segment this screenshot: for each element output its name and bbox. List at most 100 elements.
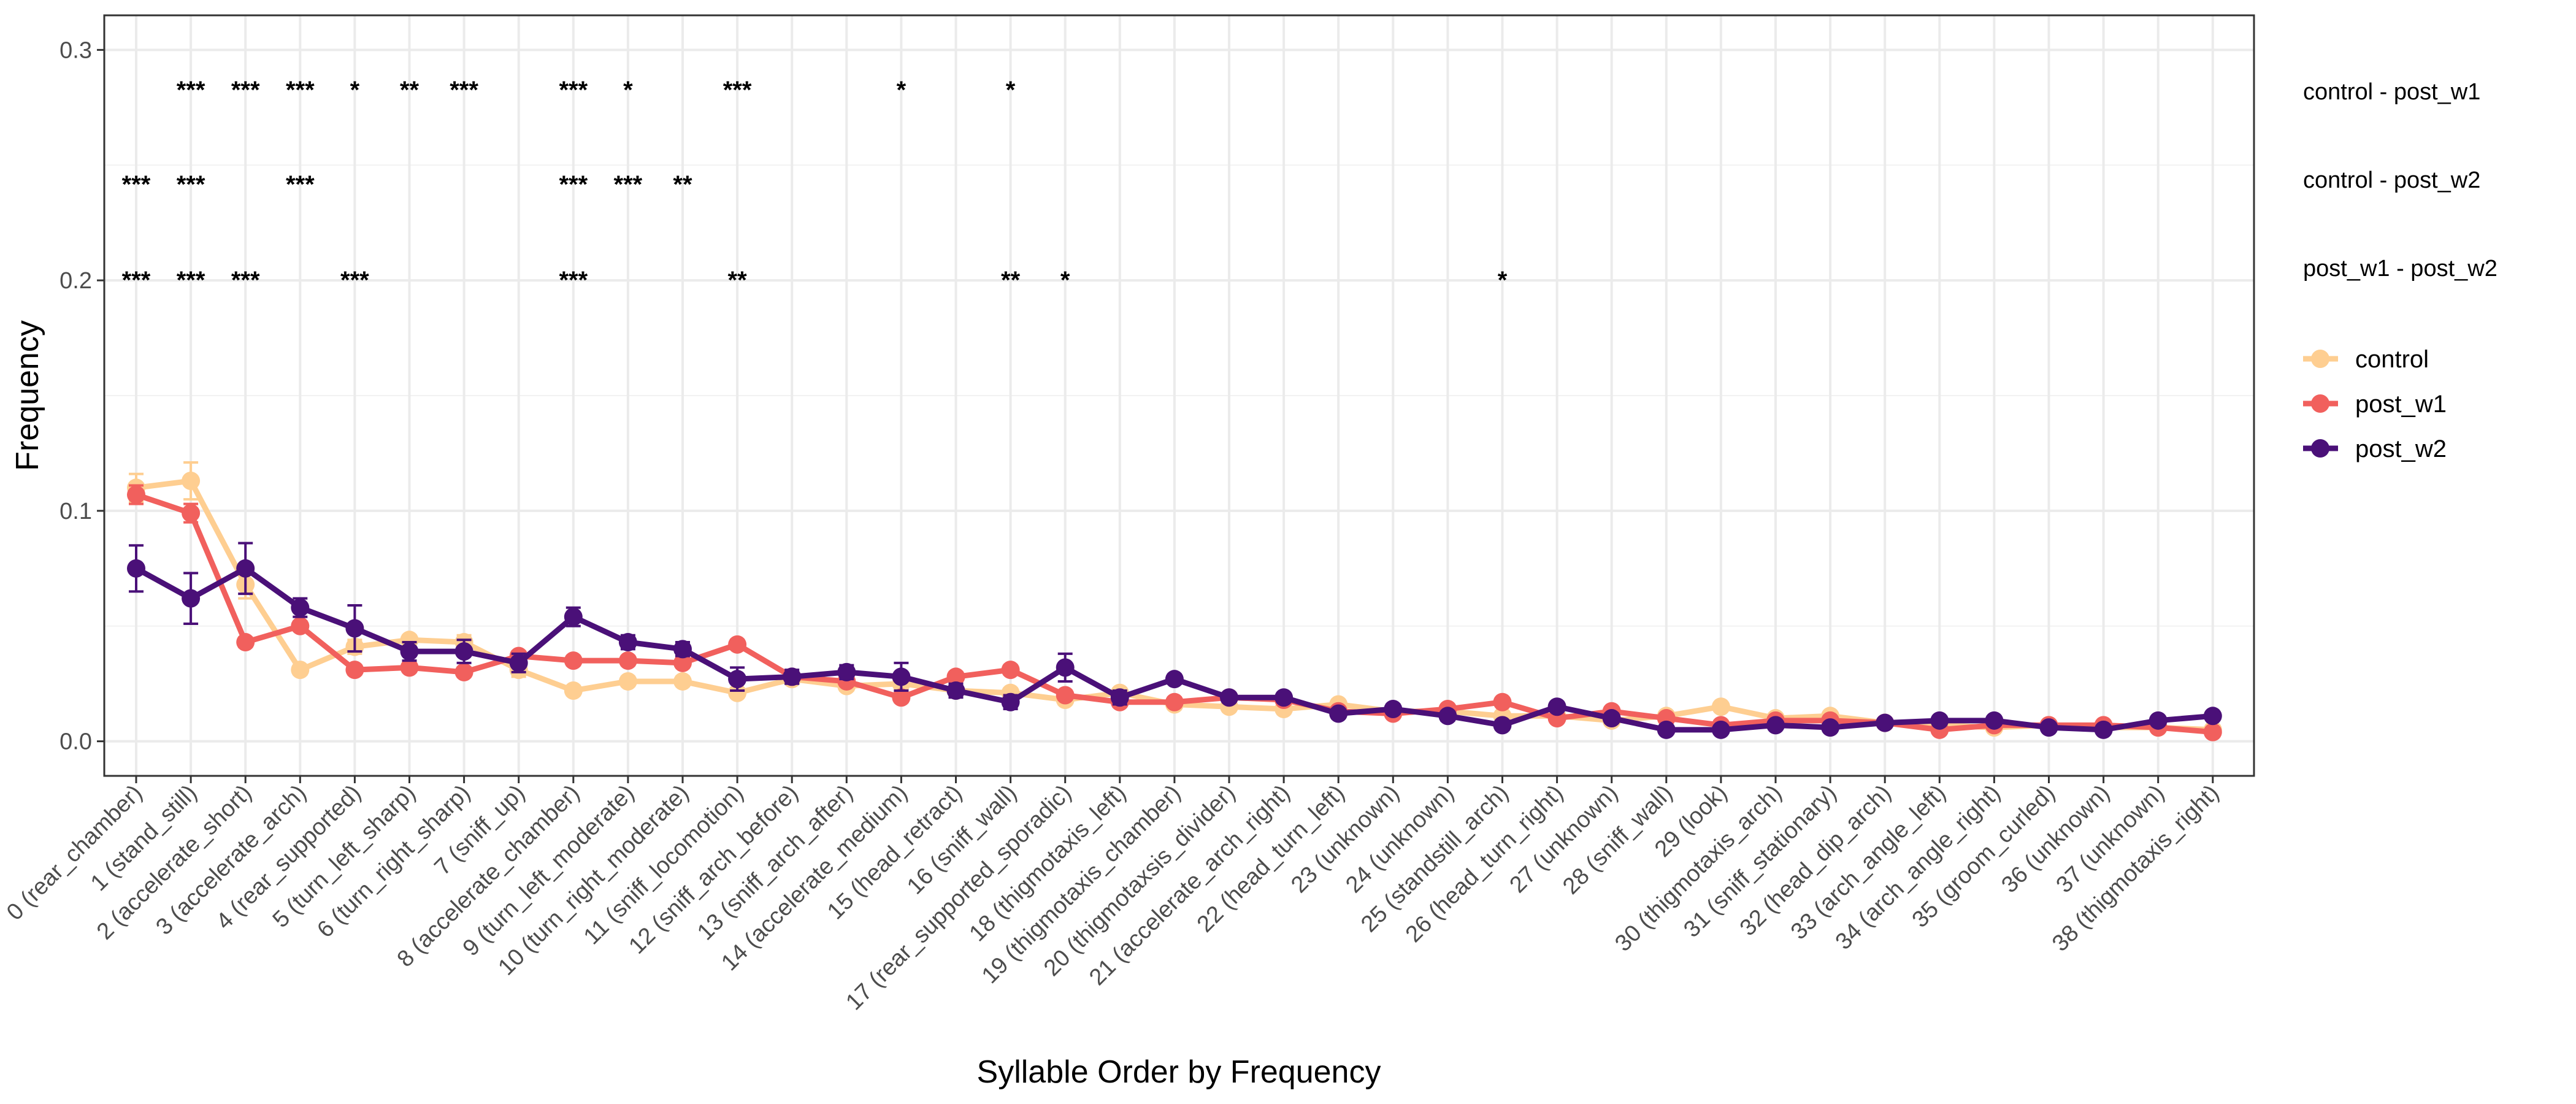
data-point (2203, 707, 2222, 726)
y-tick-label: 0.2 (59, 268, 92, 294)
data-layer (127, 461, 2222, 742)
data-point (2039, 718, 2058, 737)
data-point (236, 633, 255, 652)
series-post_w2 (127, 542, 2222, 739)
data-point (1165, 670, 1184, 689)
comparison-label: control - post_w1 (2303, 79, 2480, 105)
data-point (673, 640, 692, 659)
y-tick-label: 0.3 (59, 37, 92, 63)
significance-mark: *** (614, 171, 643, 198)
significance-mark: *** (559, 171, 588, 198)
significance-mark: *** (177, 267, 205, 294)
legend: control post_w1 post_w2 (2303, 346, 2447, 462)
data-point (291, 598, 310, 617)
significance-mark: *** (450, 77, 478, 104)
significance-mark: *** (122, 267, 151, 294)
data-point (1766, 716, 1785, 735)
data-point (1602, 709, 1621, 728)
data-point (618, 651, 637, 670)
panel-border (103, 14, 2255, 777)
data-point (783, 667, 802, 686)
significance-mark: *** (286, 77, 315, 104)
data-point (1821, 718, 1840, 737)
data-point (345, 661, 364, 680)
data-point (509, 653, 528, 672)
data-point (1876, 713, 1895, 732)
comparison-label: post_w1 - post_w2 (2303, 256, 2497, 282)
significance-mark: *** (559, 77, 588, 104)
significance-mark: *** (231, 77, 260, 104)
legend-label: post_w2 (2355, 435, 2447, 462)
y-tick-label: 0.1 (59, 499, 92, 524)
y-axis: 0.0 0.1 0.2 0.3 (59, 37, 104, 755)
data-point (345, 619, 364, 638)
data-point (1056, 658, 1075, 677)
y-tick-label: 0.0 (59, 729, 92, 755)
data-point (564, 681, 583, 700)
data-point (2203, 723, 2222, 742)
data-point (673, 653, 692, 672)
data-point (564, 607, 583, 626)
data-point (1220, 688, 1238, 707)
data-point (1657, 720, 1676, 739)
data-point (728, 635, 747, 654)
comparison-label: control - post_w2 (2303, 167, 2480, 193)
x-axis-title: Syllable Order by Frequency (977, 1054, 1381, 1090)
data-point (618, 633, 637, 652)
significance-mark: *** (231, 267, 260, 294)
data-point (2149, 711, 2168, 730)
data-point (182, 589, 201, 608)
significance-mark: * (350, 77, 360, 104)
data-point (291, 616, 310, 635)
significance-mark: ** (1001, 267, 1021, 294)
significance-mark: ** (673, 171, 692, 198)
data-point (1384, 700, 1403, 719)
data-point (892, 688, 911, 707)
legend-key-point (2311, 350, 2329, 368)
data-point (291, 661, 310, 680)
data-point (673, 672, 692, 691)
significance-mark: *** (177, 77, 205, 104)
data-point (946, 681, 965, 700)
data-point (2094, 720, 2113, 739)
data-point (1275, 688, 1294, 707)
data-point (728, 670, 747, 689)
legend-label: post_w1 (2355, 391, 2447, 418)
data-point (1438, 707, 1457, 726)
data-point (892, 667, 911, 686)
significance-mark: *** (177, 171, 205, 198)
data-point (1165, 692, 1184, 711)
legend-key-point (2311, 394, 2329, 413)
data-point (454, 662, 473, 681)
significance-mark: ** (728, 267, 748, 294)
data-point (1930, 711, 1949, 730)
significance-mark: * (1498, 267, 1508, 294)
data-point (127, 559, 145, 578)
significance-annotations: *** *** *** * ** *** *** * *** * **** *** *** *** *** *… (122, 77, 1508, 294)
data-point (946, 667, 965, 686)
grid (104, 15, 2254, 776)
data-point (1493, 692, 1512, 711)
data-point (1711, 720, 1730, 739)
data-point (1110, 688, 1129, 707)
data-point (1985, 711, 2004, 730)
data-point (1547, 697, 1566, 716)
data-point (1493, 716, 1512, 735)
significance-mark: * (623, 77, 633, 104)
data-point (1001, 661, 1020, 680)
significance-mark: * (1060, 267, 1070, 294)
data-point (236, 559, 255, 578)
significance-mark: *** (559, 267, 588, 294)
data-point (1056, 686, 1075, 705)
significance-mark: *** (723, 77, 752, 104)
legend-key-point (2311, 439, 2329, 458)
data-point (728, 683, 747, 702)
data-point (1329, 704, 1348, 723)
significance-mark: *** (286, 171, 315, 198)
data-point (454, 642, 473, 661)
data-point (837, 662, 856, 681)
data-point (400, 658, 419, 677)
data-point (127, 485, 145, 504)
data-point (400, 642, 419, 661)
